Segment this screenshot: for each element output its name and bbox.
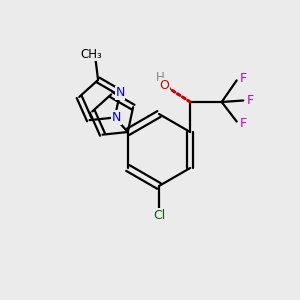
Text: H: H — [156, 70, 165, 84]
Text: Cl: Cl — [153, 208, 165, 222]
Text: N: N — [116, 86, 125, 99]
Text: F: F — [247, 94, 254, 107]
Text: CH₃: CH₃ — [81, 47, 103, 61]
Text: F: F — [240, 116, 247, 130]
Text: O: O — [160, 79, 170, 92]
Text: F: F — [240, 72, 247, 85]
Text: N: N — [112, 111, 121, 124]
